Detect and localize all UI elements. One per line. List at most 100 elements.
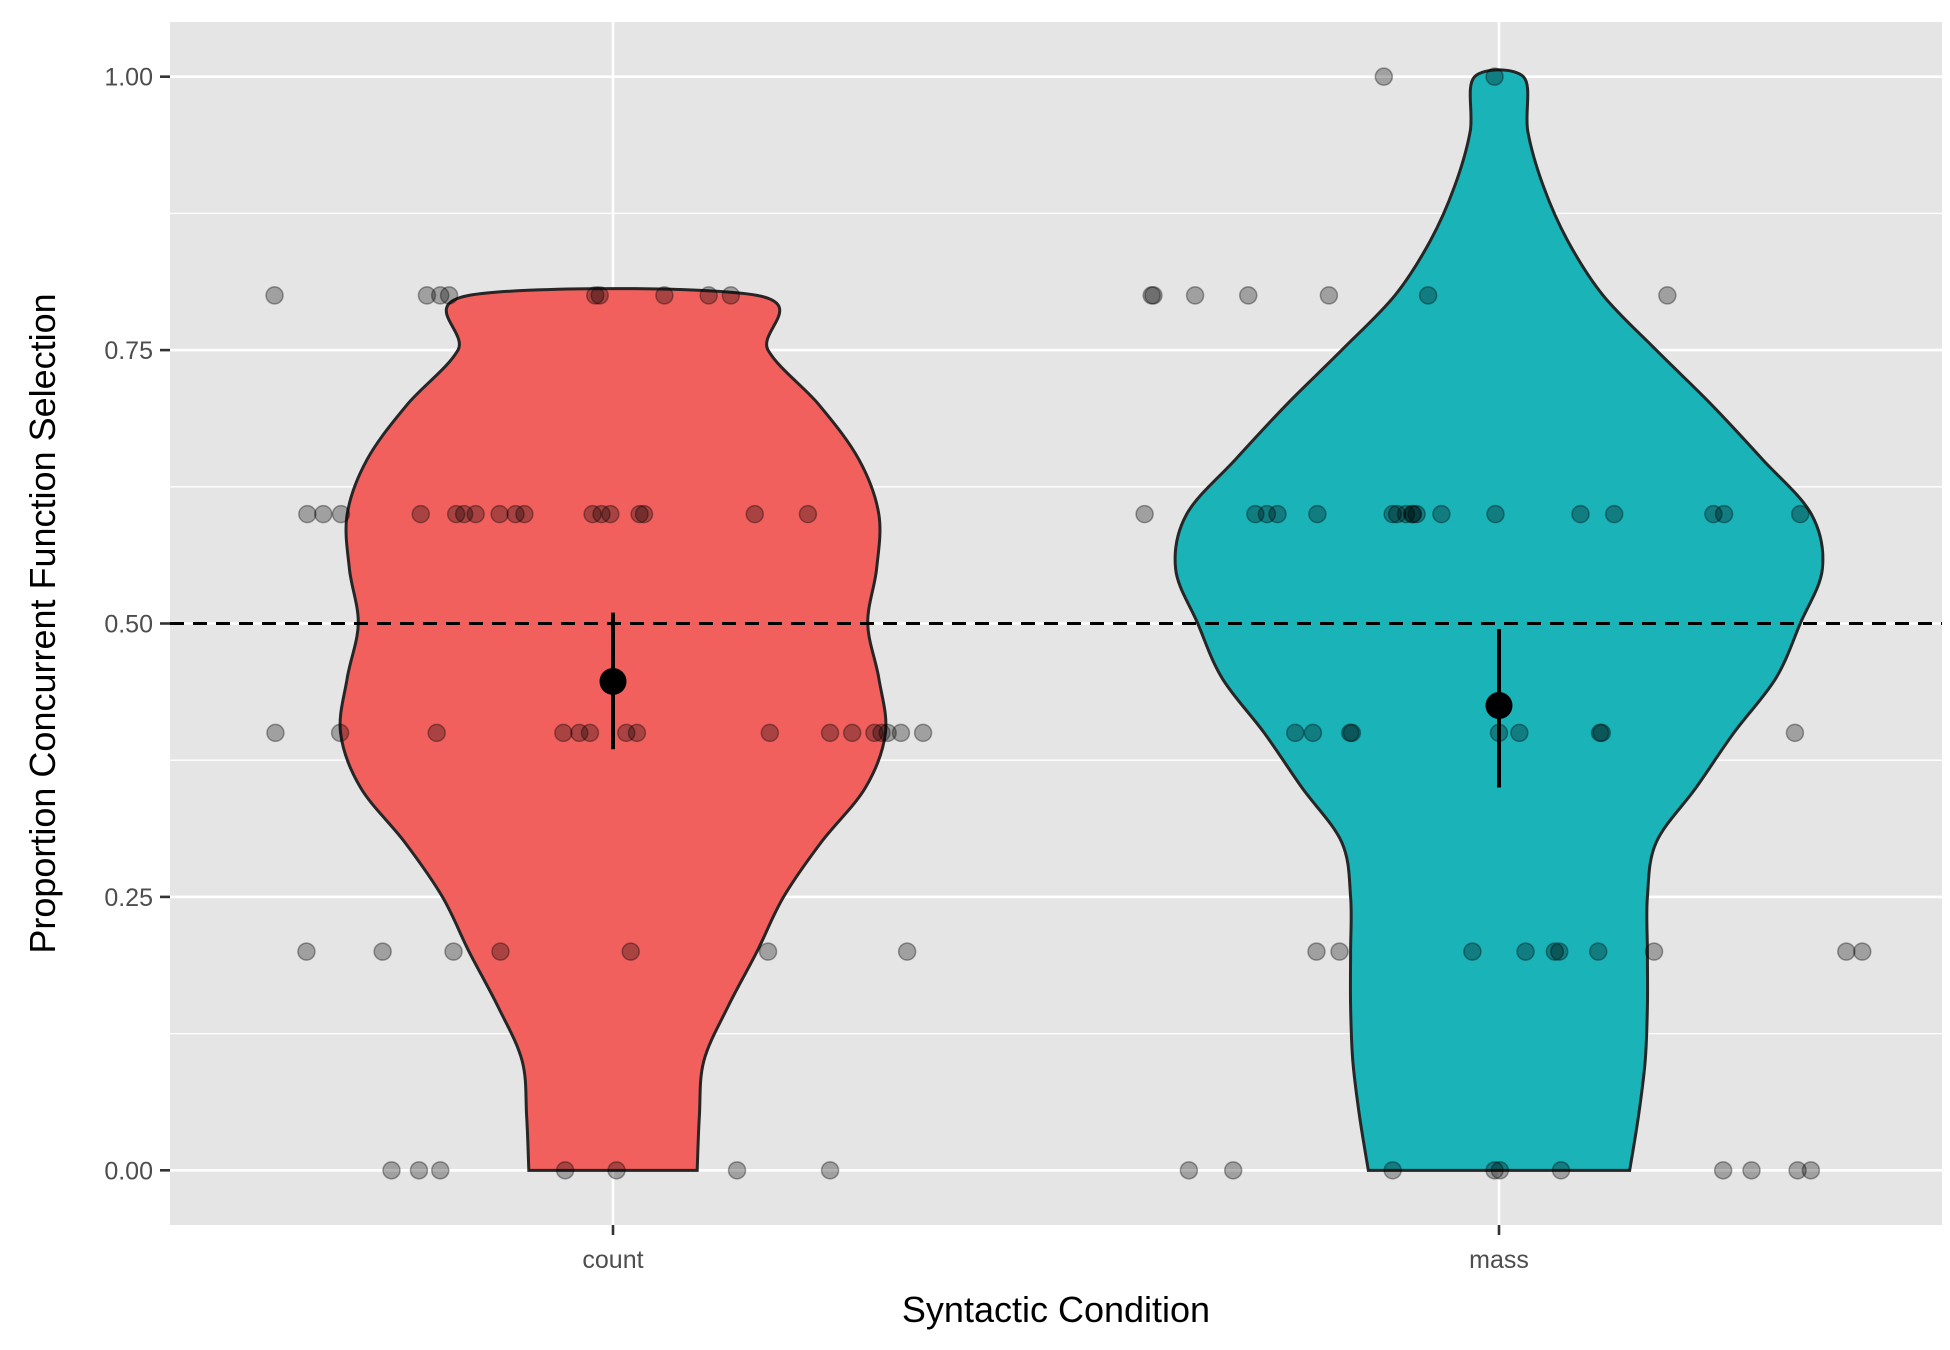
data-point-count <box>297 942 316 961</box>
data-point-mass <box>1383 1161 1402 1180</box>
data-point-count <box>411 504 430 524</box>
violin-mass <box>1173 68 1825 1172</box>
data-point-mass <box>1340 723 1360 743</box>
data-point-mass <box>1319 286 1339 305</box>
data-point-count <box>878 723 897 743</box>
data-point-mass <box>1308 504 1327 524</box>
x-tick-label-mass: mass <box>1469 1246 1529 1274</box>
data-point-count <box>439 286 459 305</box>
x-tick-label-count: count <box>582 1246 643 1274</box>
x-axis-title: Syntactic Condition <box>902 1289 1210 1330</box>
data-point-count <box>627 723 647 743</box>
data-point-count <box>872 723 891 743</box>
mean-ci-markers <box>599 612 1513 788</box>
data-point-mass <box>1342 723 1362 743</box>
data-point-mass <box>1144 286 1163 305</box>
y-tick-label: 0.75 <box>104 337 153 365</box>
data-point-count <box>446 504 466 524</box>
data-point-mass <box>1387 504 1407 524</box>
data-point-mass <box>1516 942 1535 961</box>
data-point-count <box>515 504 534 524</box>
data-point-count <box>621 942 640 961</box>
data-point-mass <box>1135 504 1154 524</box>
data-point-count <box>298 504 317 524</box>
data-point-count <box>590 286 609 305</box>
y-tick-label: 0.50 <box>104 611 153 639</box>
data-point-mass <box>1490 1161 1510 1180</box>
data-point-count <box>373 942 392 961</box>
data-point-count <box>266 723 285 743</box>
data-point-mass <box>1303 723 1323 743</box>
axes: 0.00 0.25 0.50 0.75 1.00 count mass <box>104 64 1529 1274</box>
data-point-mass <box>1486 504 1505 524</box>
data-point-count <box>427 723 446 743</box>
data-point-count <box>417 286 437 305</box>
data-point-mass <box>1704 504 1723 524</box>
mean-point-count <box>599 667 627 695</box>
data-point-count <box>506 504 525 524</box>
data-point-count <box>331 504 351 524</box>
data-point-count <box>314 504 333 524</box>
data-point-count <box>617 723 636 743</box>
data-point-count <box>891 723 911 743</box>
mean-point-mass <box>1485 692 1513 720</box>
data-point-mass <box>1285 723 1305 743</box>
data-point-mass <box>1790 504 1810 524</box>
data-point-count <box>454 504 474 524</box>
data-point-count <box>490 504 509 524</box>
y-axis-title: Proportion Concurrent Function Selection <box>22 293 63 953</box>
data-point-mass <box>1604 504 1624 524</box>
data-point-count <box>820 1161 840 1180</box>
data-point-mass <box>1590 723 1610 743</box>
data-point-count <box>586 286 605 305</box>
data-point-mass <box>1257 504 1277 524</box>
data-point-mass <box>1571 504 1590 524</box>
data-point-count <box>265 286 284 305</box>
data-point-mass <box>1588 942 1608 961</box>
data-point-count <box>607 1161 626 1180</box>
data-point-count <box>798 504 818 524</box>
data-point-count <box>570 723 589 743</box>
data-point-count <box>409 1161 429 1180</box>
data-point-count <box>580 723 600 743</box>
data-point-count <box>555 1161 575 1180</box>
data-point-mass <box>1785 723 1805 743</box>
data-point-mass <box>1142 286 1161 305</box>
data-point-mass <box>1551 1161 1571 1180</box>
data-point-count <box>330 723 350 743</box>
data-point-count <box>466 504 485 524</box>
data-point-mass <box>1407 504 1426 524</box>
data-point-count <box>820 723 840 743</box>
data-point-mass <box>1432 504 1451 524</box>
data-point-mass <box>1742 1161 1761 1180</box>
data-point-mass <box>1179 1161 1199 1180</box>
data-point-mass <box>1545 942 1565 961</box>
data-point-count <box>430 286 450 305</box>
y-tick-label: 0.00 <box>104 1157 153 1185</box>
data-point-mass <box>1713 1161 1733 1180</box>
data-point-mass <box>1592 723 1612 743</box>
data-point-count <box>601 504 620 524</box>
data-point-mass <box>1658 286 1677 305</box>
data-point-mass <box>1383 504 1402 524</box>
data-point-count <box>382 1161 401 1180</box>
data-point-count <box>842 723 862 743</box>
data-point-mass <box>1223 1161 1243 1180</box>
data-point-count <box>913 723 933 743</box>
data-point-count <box>758 942 778 961</box>
data-point-count <box>592 504 611 524</box>
data-point-mass <box>1246 504 1265 524</box>
data-point-mass <box>1644 942 1664 961</box>
data-point-count <box>745 504 765 524</box>
data-point-mass <box>1402 504 1422 524</box>
data-point-mass <box>1837 942 1856 961</box>
data-point-count <box>583 504 602 524</box>
y-tick-label: 0.25 <box>104 884 153 912</box>
data-point-mass <box>1485 67 1504 86</box>
data-point-count <box>491 942 510 961</box>
y-tick-label: 1.00 <box>104 64 153 92</box>
data-point-mass <box>1485 1161 1504 1180</box>
data-point-mass <box>1549 942 1569 961</box>
data-point-mass <box>1788 1161 1807 1180</box>
